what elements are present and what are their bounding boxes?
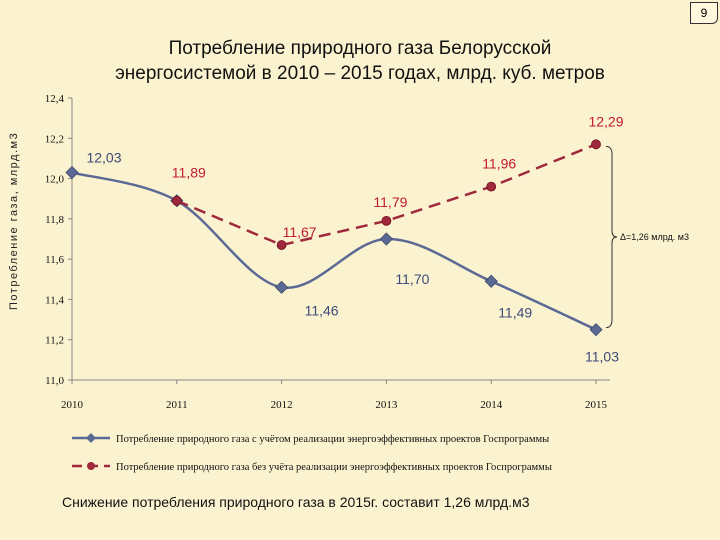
y-tick-label: 11,8 [45, 214, 64, 226]
legend-1-marker [86, 433, 96, 443]
series-2-data-label: 11,67 [283, 224, 317, 240]
series-2-point [486, 181, 497, 192]
series-2-data-label: 11,96 [482, 156, 516, 172]
series-1-point [379, 232, 393, 246]
series-2-point [276, 240, 287, 250]
y-tick-label: 12,2 [45, 133, 64, 145]
y-tick-label: 12,4 [45, 93, 65, 105]
series-2-point [171, 195, 182, 206]
y-tick-label: 11,6 [45, 254, 64, 266]
series-1-line [71, 171, 597, 331]
y-tick-label: 11,0 [45, 375, 64, 387]
series-1-point [65, 165, 79, 180]
footer-note: Снижение потребления природного газа в 2… [62, 494, 530, 510]
series-2-point [591, 139, 601, 150]
series-1-point [484, 274, 498, 288]
delta-bracket [605, 145, 618, 329]
legend-2-marker [87, 462, 95, 470]
title-line-1: Потребление природного газа Белорусской [168, 38, 552, 59]
x-tick-label: 2014 [480, 399, 503, 411]
x-tick-label: 2015 [585, 399, 608, 411]
series-2-point [381, 215, 392, 226]
series-2-data-label: 11,79 [373, 194, 407, 210]
series-1-data-label: 11,49 [498, 304, 532, 320]
x-tick-label: 2010 [61, 399, 84, 411]
series-2-data-label: 12,29 [588, 113, 623, 129]
legend-1-label: Потребление природного газа с учётом реа… [116, 434, 549, 445]
x-tick-label: 2011 [166, 399, 188, 411]
legend-2-label: Потребление природного газа без учёта ре… [116, 462, 552, 473]
series-2-line [176, 143, 597, 247]
title-line-2: энергосистемой в 2010 – 2015 годах, млрд… [115, 63, 605, 84]
series-2-data-label: 11,89 [172, 165, 206, 181]
page-number: 9 [690, 2, 718, 24]
series-1-data-label: 11,46 [305, 302, 339, 318]
series-1-point [275, 280, 289, 294]
delta-annotation: Δ=1,26 млрд. м3 [620, 232, 689, 242]
chart-title: Потребление природного газа Белорусской … [30, 36, 690, 86]
series-1-data-label: 11,70 [395, 271, 429, 287]
series-1-data-label: 12,03 [86, 150, 121, 166]
y-tick-label: 11,2 [45, 335, 64, 347]
x-tick-label: 2013 [375, 399, 398, 411]
series-1-point [589, 323, 603, 337]
series-1-data-label: 11,03 [585, 349, 619, 365]
y-tick-label: 11,4 [45, 294, 64, 306]
y-tick-label: 12,0 [45, 174, 65, 186]
x-tick-label: 2012 [271, 399, 293, 411]
